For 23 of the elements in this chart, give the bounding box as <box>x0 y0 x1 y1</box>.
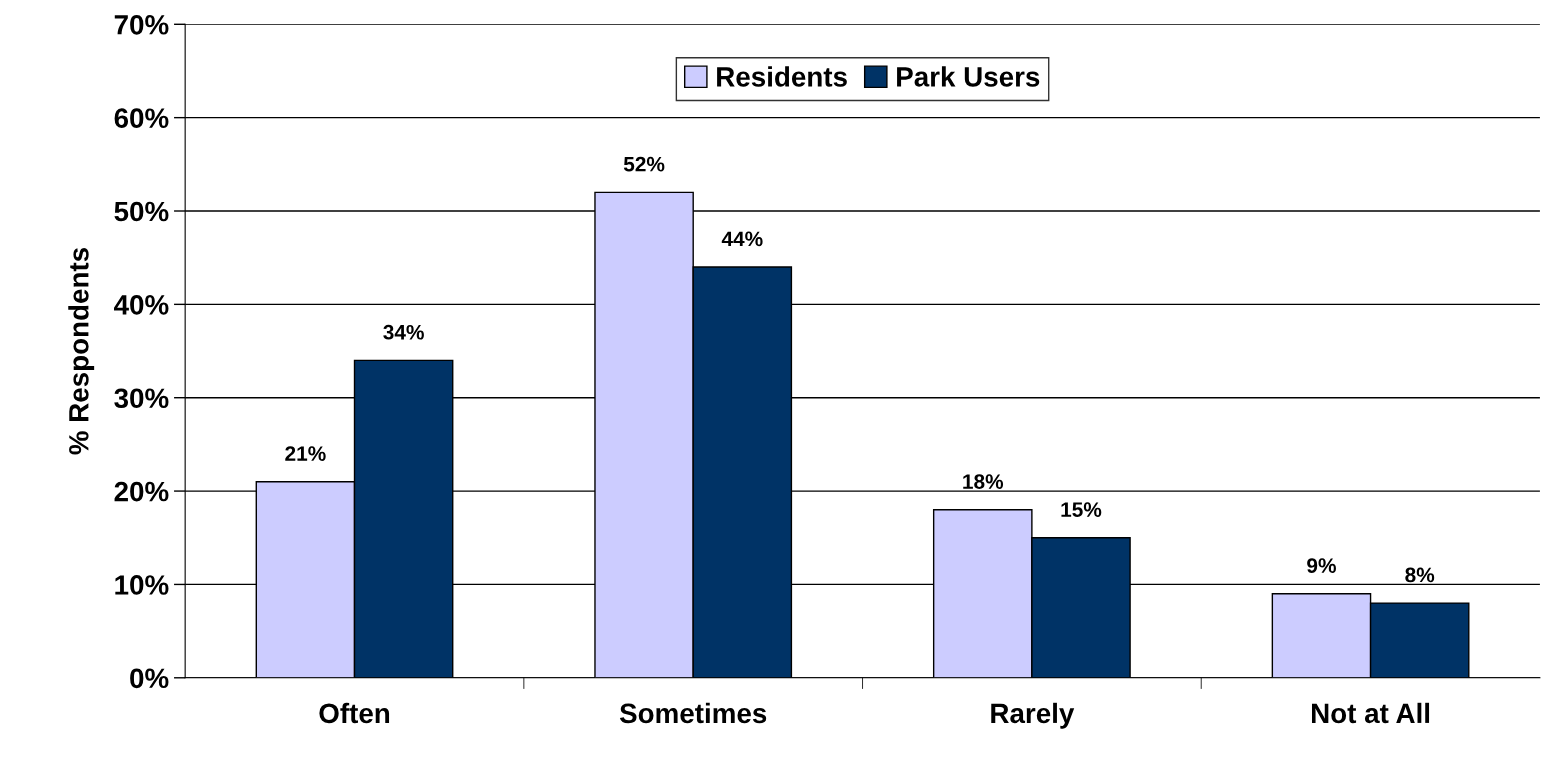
y-tick-label: 10% <box>115 575 169 595</box>
data-label: 18% <box>963 474 1004 489</box>
legend-label: Residents <box>717 66 847 87</box>
data-label: 34% <box>383 324 424 340</box>
y-tick-label: 30% <box>114 388 169 409</box>
x-tick-label: Often <box>319 702 390 724</box>
y-tick-label: 40% <box>114 295 169 315</box>
y-tick-label: 20% <box>114 481 169 502</box>
y-tick-label: 60% <box>114 108 169 128</box>
legend-label: Park Users <box>897 66 1040 87</box>
data-label: 21% <box>285 446 326 461</box>
data-label: 44% <box>721 231 763 247</box>
y-tick-label: 0% <box>130 668 169 689</box>
data-label: 8% <box>1405 567 1435 583</box>
x-tick-label: Not at All <box>1312 702 1430 724</box>
data-label: 9% <box>1307 558 1336 573</box>
x-tick-label: Sometimes <box>619 702 767 724</box>
data-label: 15% <box>1061 502 1102 517</box>
y-axis-title: % Respondents <box>68 247 95 455</box>
x-tick-label: Rarely <box>991 702 1075 729</box>
data-label: 52% <box>623 156 665 172</box>
y-tick-label: 50% <box>114 201 169 222</box>
y-tick-label: 70% <box>114 14 169 35</box>
